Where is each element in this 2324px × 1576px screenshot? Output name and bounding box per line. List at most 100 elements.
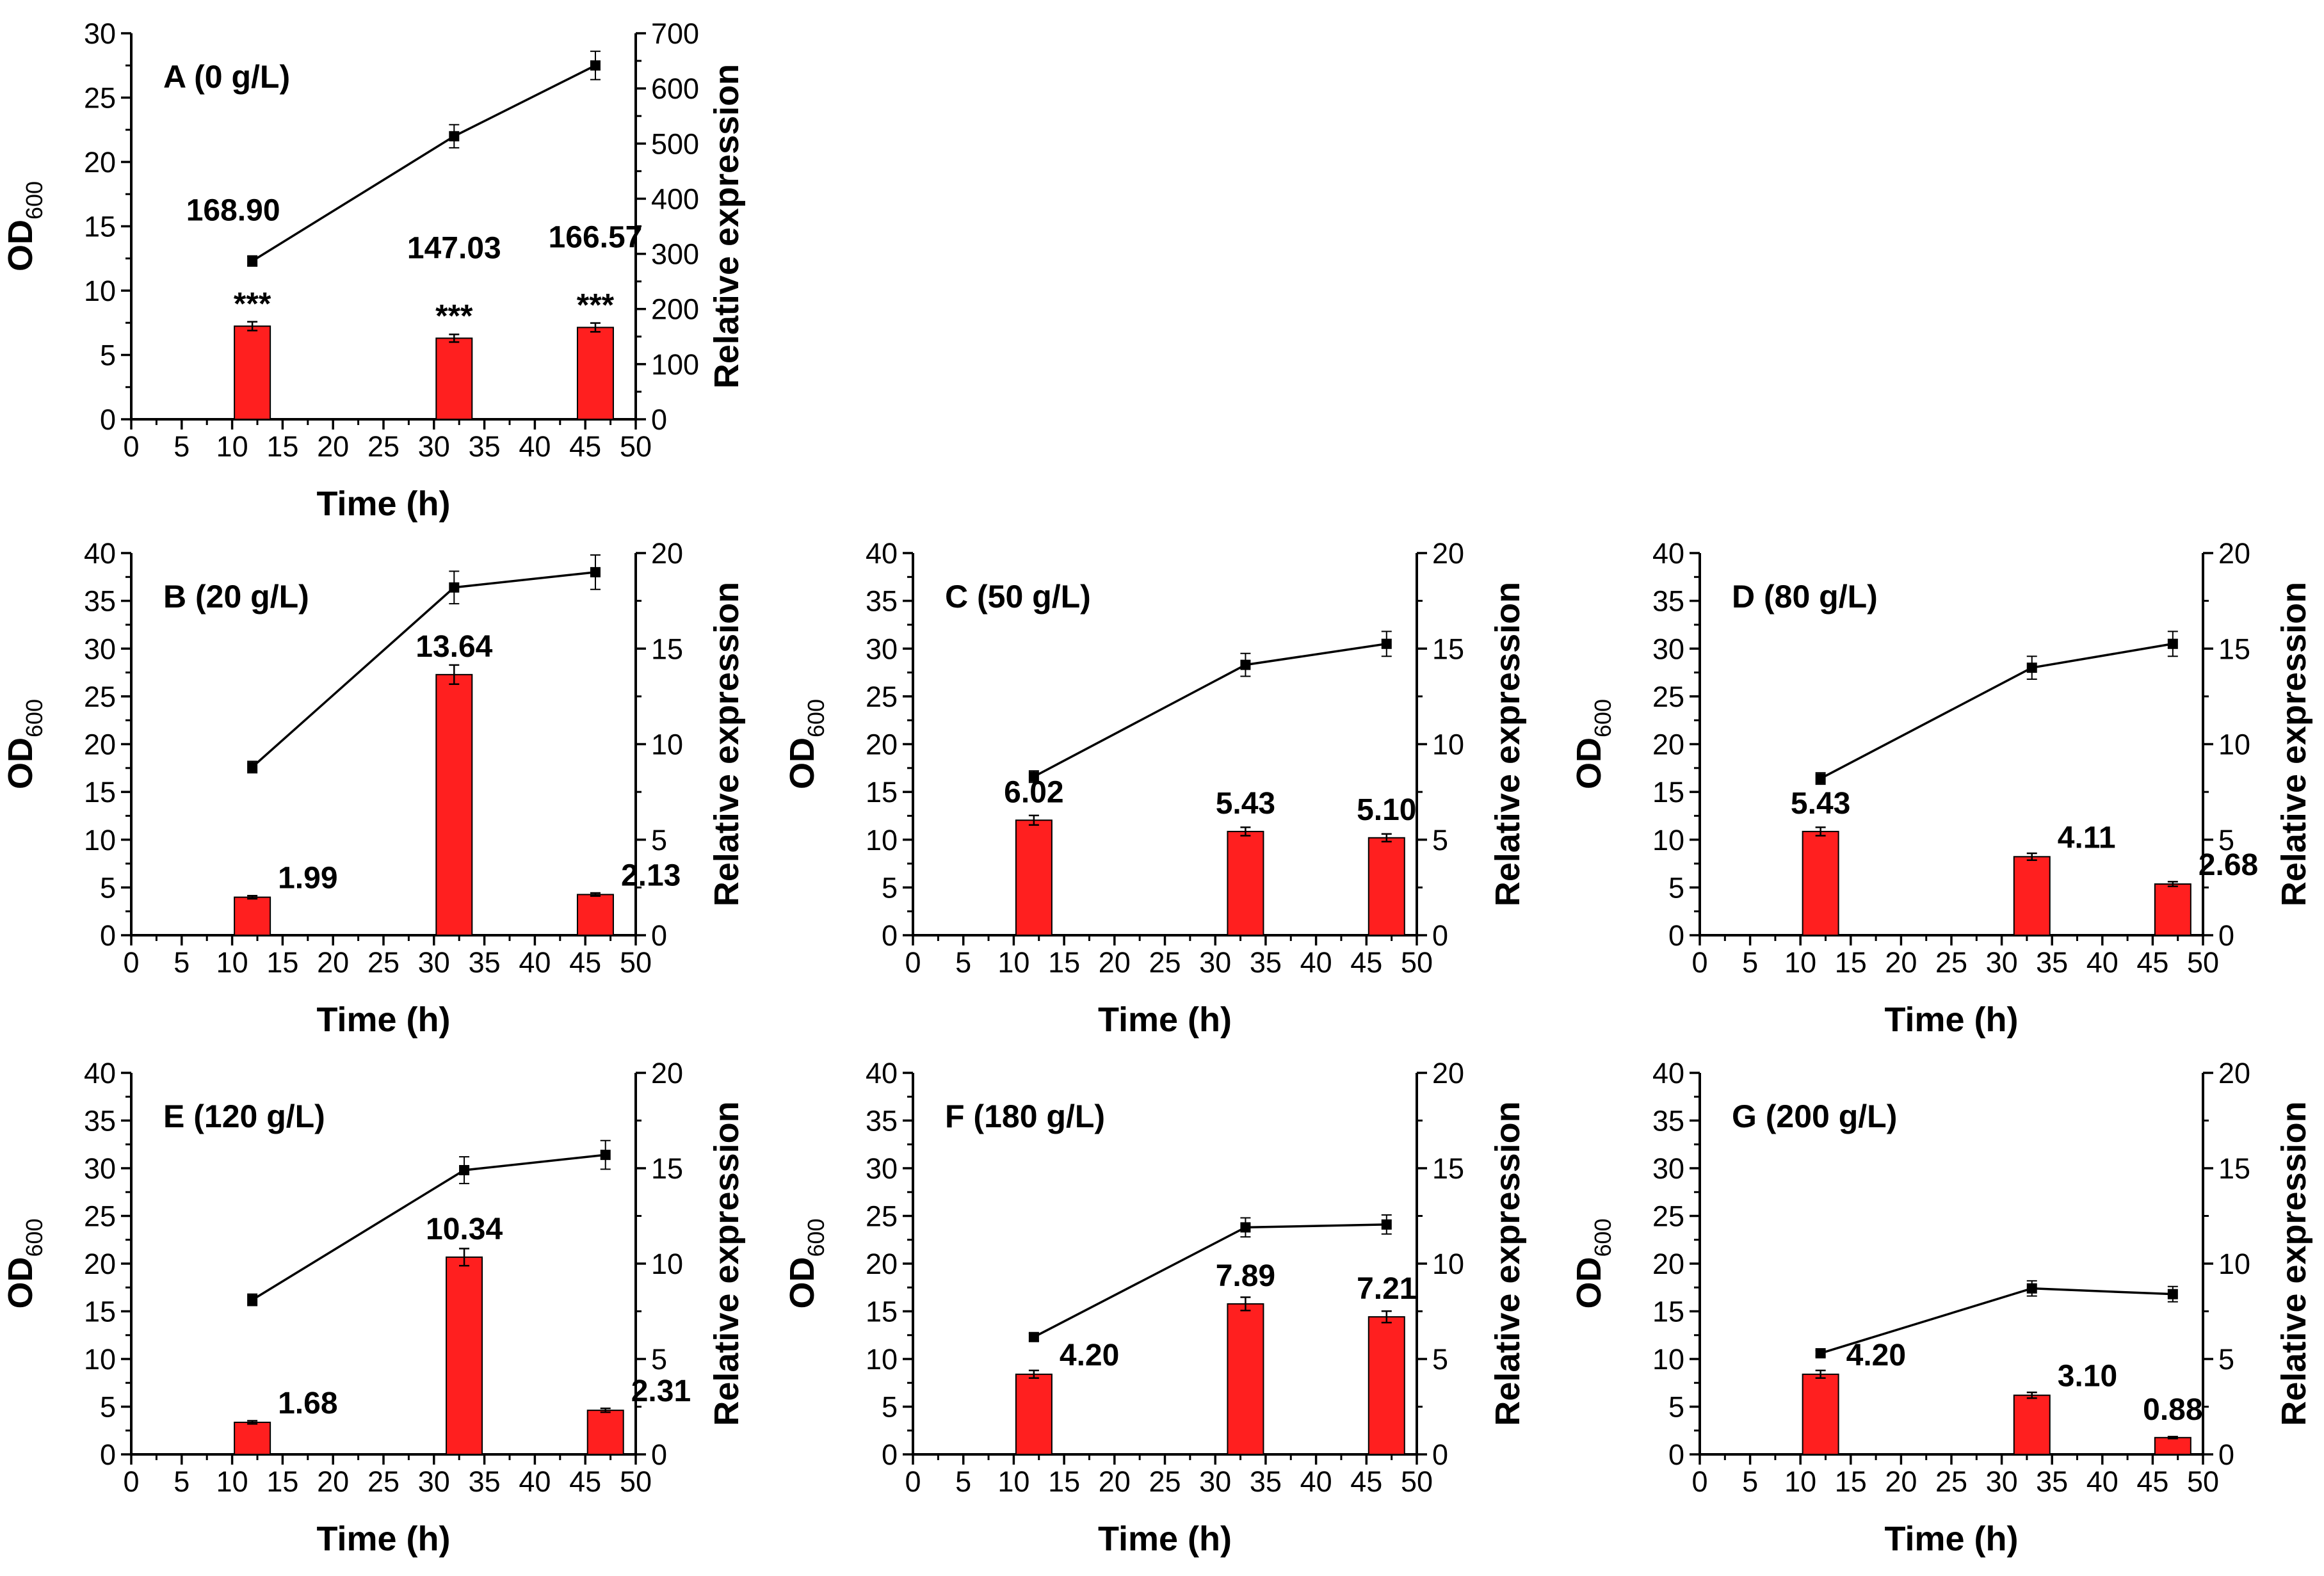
x-tick-label: 15: [266, 946, 298, 979]
y-left-tick-label: 25: [1652, 680, 1684, 713]
y-right-tick-label: 0: [651, 1438, 667, 1471]
bar: [234, 1421, 271, 1456]
y-left-tick-label: 15: [1652, 1296, 1684, 1328]
y-left-tick-label: 20: [1652, 1248, 1684, 1280]
od600-point: [459, 1164, 470, 1175]
y-right-axis-title: Relative expression: [1489, 1101, 1527, 1426]
panel-title: D (80 g/L): [1732, 579, 1878, 615]
y-left-axis-title-sub: 600: [803, 1218, 829, 1257]
x-tick-label: 10: [1784, 946, 1816, 979]
y-left-tick-label: 5: [1668, 871, 1684, 904]
y-left-tick-label: 25: [866, 680, 898, 713]
y-left-tick-label: 25: [84, 1200, 116, 1233]
y-left-tick-label: 20: [866, 728, 898, 761]
y-right-tick-label: 10: [651, 728, 683, 761]
y-right-tick-label: 5: [2218, 824, 2234, 856]
bar-value-label: 2.13: [621, 858, 681, 892]
bar-value-label: 5.43: [1216, 787, 1275, 821]
od600-point: [1381, 638, 1392, 649]
x-tick-label: 10: [997, 946, 1029, 979]
x-tick-label: 35: [469, 430, 501, 463]
x-tick-label: 50: [620, 946, 652, 979]
y-left-tick-label: 0: [1668, 1438, 1684, 1471]
bar-value-label: 5.10: [1357, 793, 1416, 827]
x-tick-label: 50: [1401, 946, 1433, 979]
y-left-axis-title-main: OD: [1, 737, 40, 789]
x-axis-title: Time (h): [1098, 1520, 1232, 1558]
x-tick-label: 35: [1250, 946, 1282, 979]
y-right-axis-title: Relative expression: [707, 1101, 746, 1426]
y-right-tick-label: 20: [2218, 1057, 2250, 1090]
y-left-axis-title: OD600: [1570, 699, 1616, 789]
y-left-tick-label: 40: [866, 537, 898, 570]
x-tick-label: 15: [1835, 946, 1867, 979]
x-tick-label: 5: [173, 946, 190, 979]
x-tick-label: 25: [367, 1465, 399, 1498]
y-right-tick-label: 15: [2218, 632, 2250, 665]
y-left-axis-title: OD600: [783, 1218, 829, 1308]
y-left-tick-label: 10: [84, 275, 116, 307]
od600-point: [449, 582, 460, 593]
y-left-tick-label: 30: [84, 17, 116, 50]
y-left-tick-label: 15: [84, 211, 116, 243]
significance-marker: ***: [435, 298, 473, 334]
bar-value-label: 166.57: [549, 221, 643, 255]
y-left-tick-label: 20: [866, 1248, 898, 1280]
od600-point: [1028, 1331, 1039, 1342]
panel-title: G (200 g/L): [1732, 1098, 1897, 1134]
y-right-tick-label: 100: [651, 348, 699, 381]
y-left-tick-label: 35: [84, 1105, 116, 1138]
y-left-axis-title-main: OD: [783, 1257, 821, 1309]
significance-marker: ***: [577, 287, 615, 323]
y-right-tick-label: 5: [2218, 1343, 2234, 1376]
y-left-tick-label: 20: [1652, 728, 1684, 761]
y-left-axis-title-sub: 600: [21, 1218, 47, 1257]
y-right-tick-label: 20: [1432, 1057, 1464, 1090]
x-tick-label: 45: [1350, 1465, 1382, 1498]
y-left-tick-label: 0: [1668, 919, 1684, 952]
bar-value-label: 147.03: [407, 231, 501, 265]
x-tick-label: 5: [1742, 946, 1758, 979]
y-right-tick-label: 0: [651, 919, 667, 952]
bar-value-label: 168.90: [186, 194, 280, 228]
od600-line: [1820, 643, 2174, 780]
y-left-tick-label: 25: [1652, 1200, 1684, 1233]
y-left-tick-label: 20: [84, 1248, 116, 1280]
y-right-tick-label: 400: [651, 182, 699, 215]
bar: [1368, 837, 1405, 937]
y-left-tick-label: 15: [1652, 776, 1684, 808]
x-tick-label: 15: [266, 430, 298, 463]
y-left-tick-label: 30: [1652, 1152, 1684, 1185]
bar: [1802, 830, 1839, 937]
x-axis-title: Time (h): [1884, 1001, 2018, 1039]
x-tick-label: 25: [1149, 1465, 1181, 1498]
bar: [1015, 819, 1053, 936]
y-left-tick-label: 35: [866, 585, 898, 618]
bar: [1368, 1316, 1405, 1456]
bar-value-label: 1.99: [278, 862, 337, 896]
panel-title: A (0 g/L): [163, 59, 290, 95]
od600-point: [1381, 1219, 1392, 1230]
y-left-tick-label: 35: [1652, 585, 1684, 618]
x-tick-label: 0: [905, 1465, 921, 1498]
x-tick-label: 20: [317, 1465, 349, 1498]
y-left-axis-title-sub: 600: [803, 699, 829, 737]
x-tick-label: 45: [569, 1465, 601, 1498]
bar: [234, 325, 271, 420]
y-right-tick-label: 0: [2218, 1438, 2234, 1471]
y-left-tick-label: 5: [100, 1391, 116, 1424]
y-right-tick-label: 15: [651, 632, 683, 665]
bar-value-label: 10.34: [426, 1212, 503, 1246]
y-left-axis-title-main: OD: [1, 1257, 40, 1309]
x-tick-label: 35: [2036, 946, 2068, 979]
y-left-axis-title: OD600: [1, 699, 47, 789]
bar: [446, 1256, 483, 1456]
bar: [435, 337, 473, 421]
x-tick-label: 45: [1350, 946, 1382, 979]
x-tick-label: 50: [1401, 1465, 1433, 1498]
y-left-tick-label: 5: [882, 1391, 898, 1424]
x-tick-label: 10: [216, 430, 248, 463]
x-tick-label: 45: [569, 430, 601, 463]
y-left-tick-label: 5: [882, 871, 898, 904]
x-tick-label: 25: [1149, 946, 1181, 979]
